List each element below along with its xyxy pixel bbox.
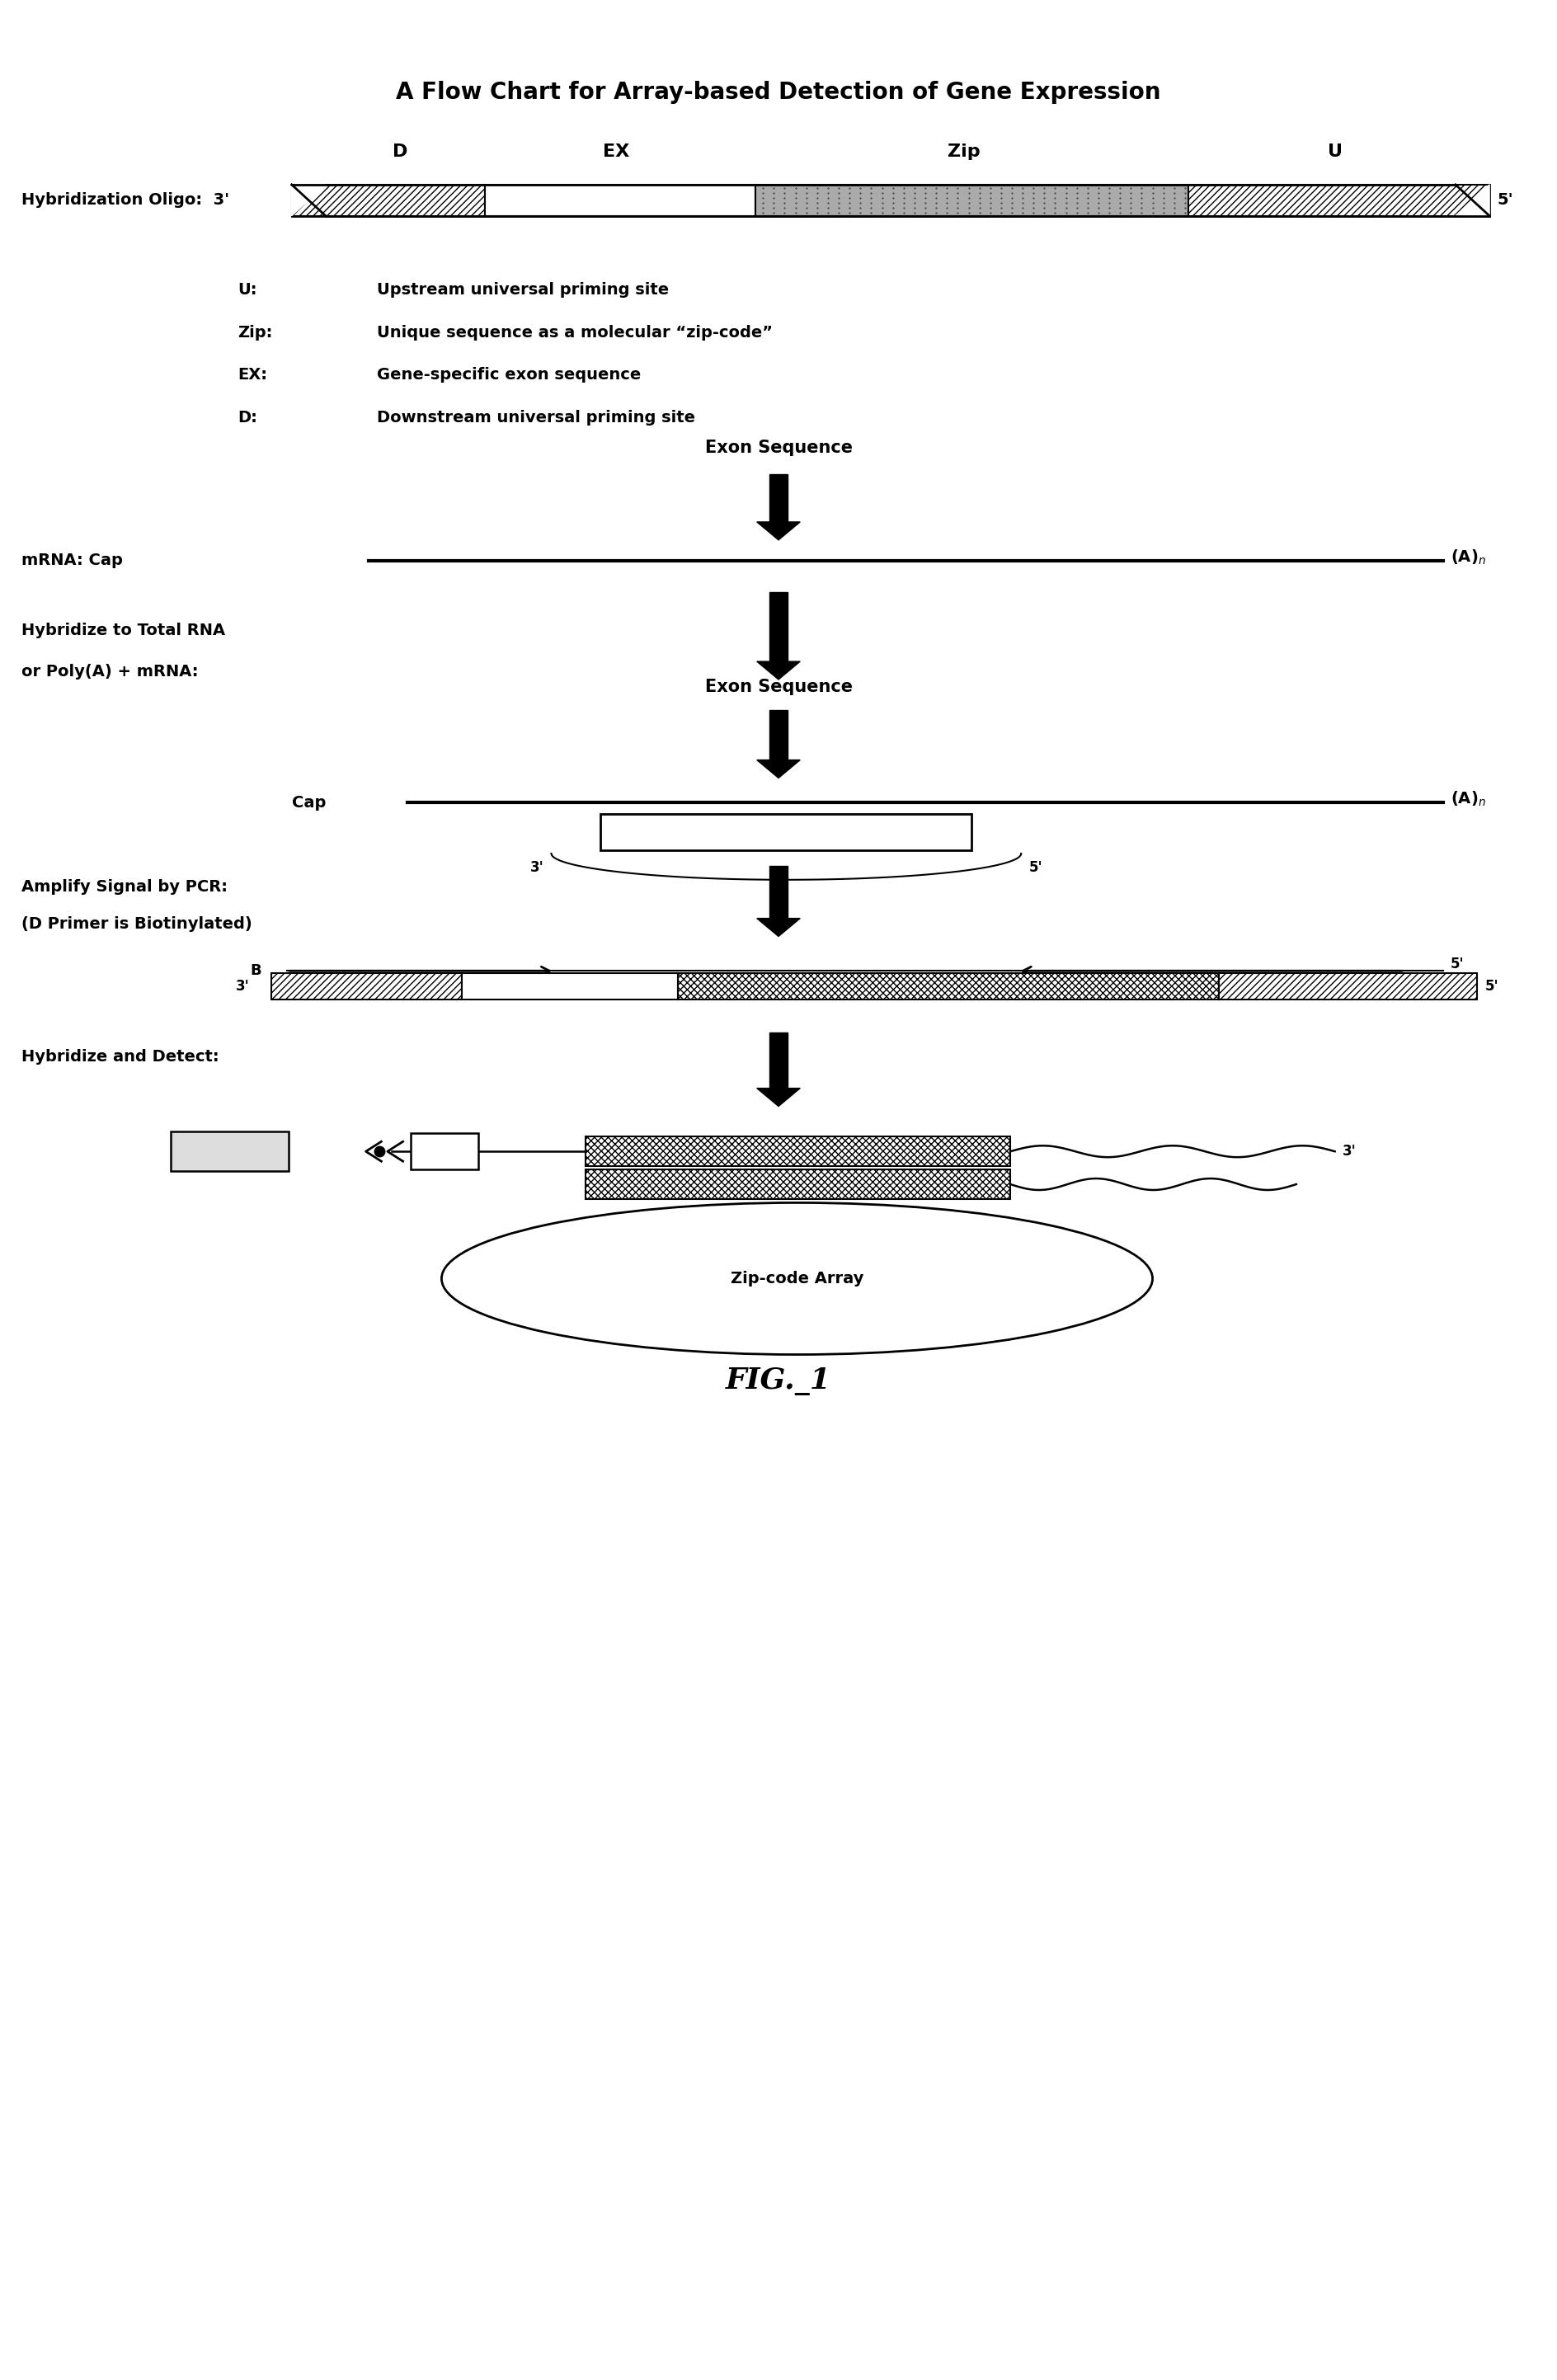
Bar <box>585 1138 1010 1166</box>
Text: Downstream universal priming site: Downstream universal priming site <box>377 409 694 426</box>
Bar <box>677 973 1219 1000</box>
Bar <box>291 186 484 217</box>
Bar <box>462 973 677 1000</box>
Text: B: B <box>439 1145 450 1159</box>
Text: B: B <box>251 964 262 978</box>
Text: Exon Sequence: Exon Sequence <box>705 678 852 695</box>
Text: Zip: Zip <box>948 143 981 159</box>
Text: D:: D: <box>238 409 257 426</box>
Text: Hybridization Oligo:  3': Hybridization Oligo: 3' <box>22 193 229 207</box>
Text: Hybridize and Detect:: Hybridize and Detect: <box>22 1050 220 1064</box>
Text: (A)$_n$: (A)$_n$ <box>1451 547 1485 566</box>
Text: Cap: Cap <box>291 795 325 812</box>
Bar <box>1219 973 1478 1000</box>
Text: (D Primer is Biotinylated): (D Primer is Biotinylated) <box>22 916 252 933</box>
Text: A Flow Chart for Array-based Detection of Gene Expression: A Flow Chart for Array-based Detection o… <box>395 81 1162 105</box>
Bar <box>484 186 755 217</box>
Text: EX: EX <box>603 143 629 159</box>
Polygon shape <box>757 919 800 935</box>
Text: Unique sequence as a molecular “zip-code”: Unique sequence as a molecular “zip-code… <box>377 324 772 340</box>
Text: 5': 5' <box>1029 859 1043 876</box>
Polygon shape <box>757 521 800 540</box>
Text: 3': 3' <box>1342 1145 1356 1159</box>
Text: Zip:: Zip: <box>238 324 272 340</box>
Text: EX:: EX: <box>238 367 268 383</box>
Text: mRNA: Cap: mRNA: Cap <box>22 552 123 569</box>
Bar <box>1188 186 1490 217</box>
Bar <box>585 1169 1010 1200</box>
Text: 3': 3' <box>529 859 543 876</box>
Bar <box>755 186 1188 217</box>
Ellipse shape <box>442 1202 1152 1354</box>
Text: Zip-code Array: Zip-code Array <box>730 1271 864 1288</box>
Text: Amplify Signal by PCR:: Amplify Signal by PCR: <box>22 878 227 895</box>
Text: Upstream universal priming site: Upstream universal priming site <box>377 281 668 298</box>
Text: Exon Sequence: Exon Sequence <box>705 440 852 457</box>
Text: D: D <box>392 143 408 159</box>
Polygon shape <box>757 1088 800 1107</box>
Text: Gene-specific exon sequence: Gene-specific exon sequence <box>377 367 641 383</box>
Polygon shape <box>757 662 800 681</box>
Text: 5': 5' <box>1485 978 1498 995</box>
Text: FIG._1: FIG._1 <box>726 1366 831 1395</box>
Polygon shape <box>769 866 788 919</box>
Polygon shape <box>769 1033 788 1088</box>
Polygon shape <box>1456 186 1490 217</box>
Text: or Poly(A) + mRNA:: or Poly(A) + mRNA: <box>22 664 198 678</box>
Text: U: U <box>1328 143 1342 159</box>
Polygon shape <box>757 759 800 778</box>
Text: 5': 5' <box>1451 957 1465 971</box>
Bar <box>271 973 462 1000</box>
Bar <box>411 1133 478 1169</box>
Text: 3': 3' <box>237 978 251 995</box>
Polygon shape <box>769 593 788 662</box>
Polygon shape <box>291 186 325 217</box>
Text: S: S <box>224 1145 235 1159</box>
Text: (A)$_n$: (A)$_n$ <box>1451 790 1485 809</box>
Text: 5': 5' <box>1498 193 1513 207</box>
Polygon shape <box>769 474 788 521</box>
Bar <box>291 186 1490 217</box>
Bar <box>601 814 972 850</box>
Bar <box>171 1133 288 1171</box>
Text: U:: U: <box>238 281 257 298</box>
Polygon shape <box>769 709 788 759</box>
Text: Hybridize to Total RNA: Hybridize to Total RNA <box>22 624 224 638</box>
